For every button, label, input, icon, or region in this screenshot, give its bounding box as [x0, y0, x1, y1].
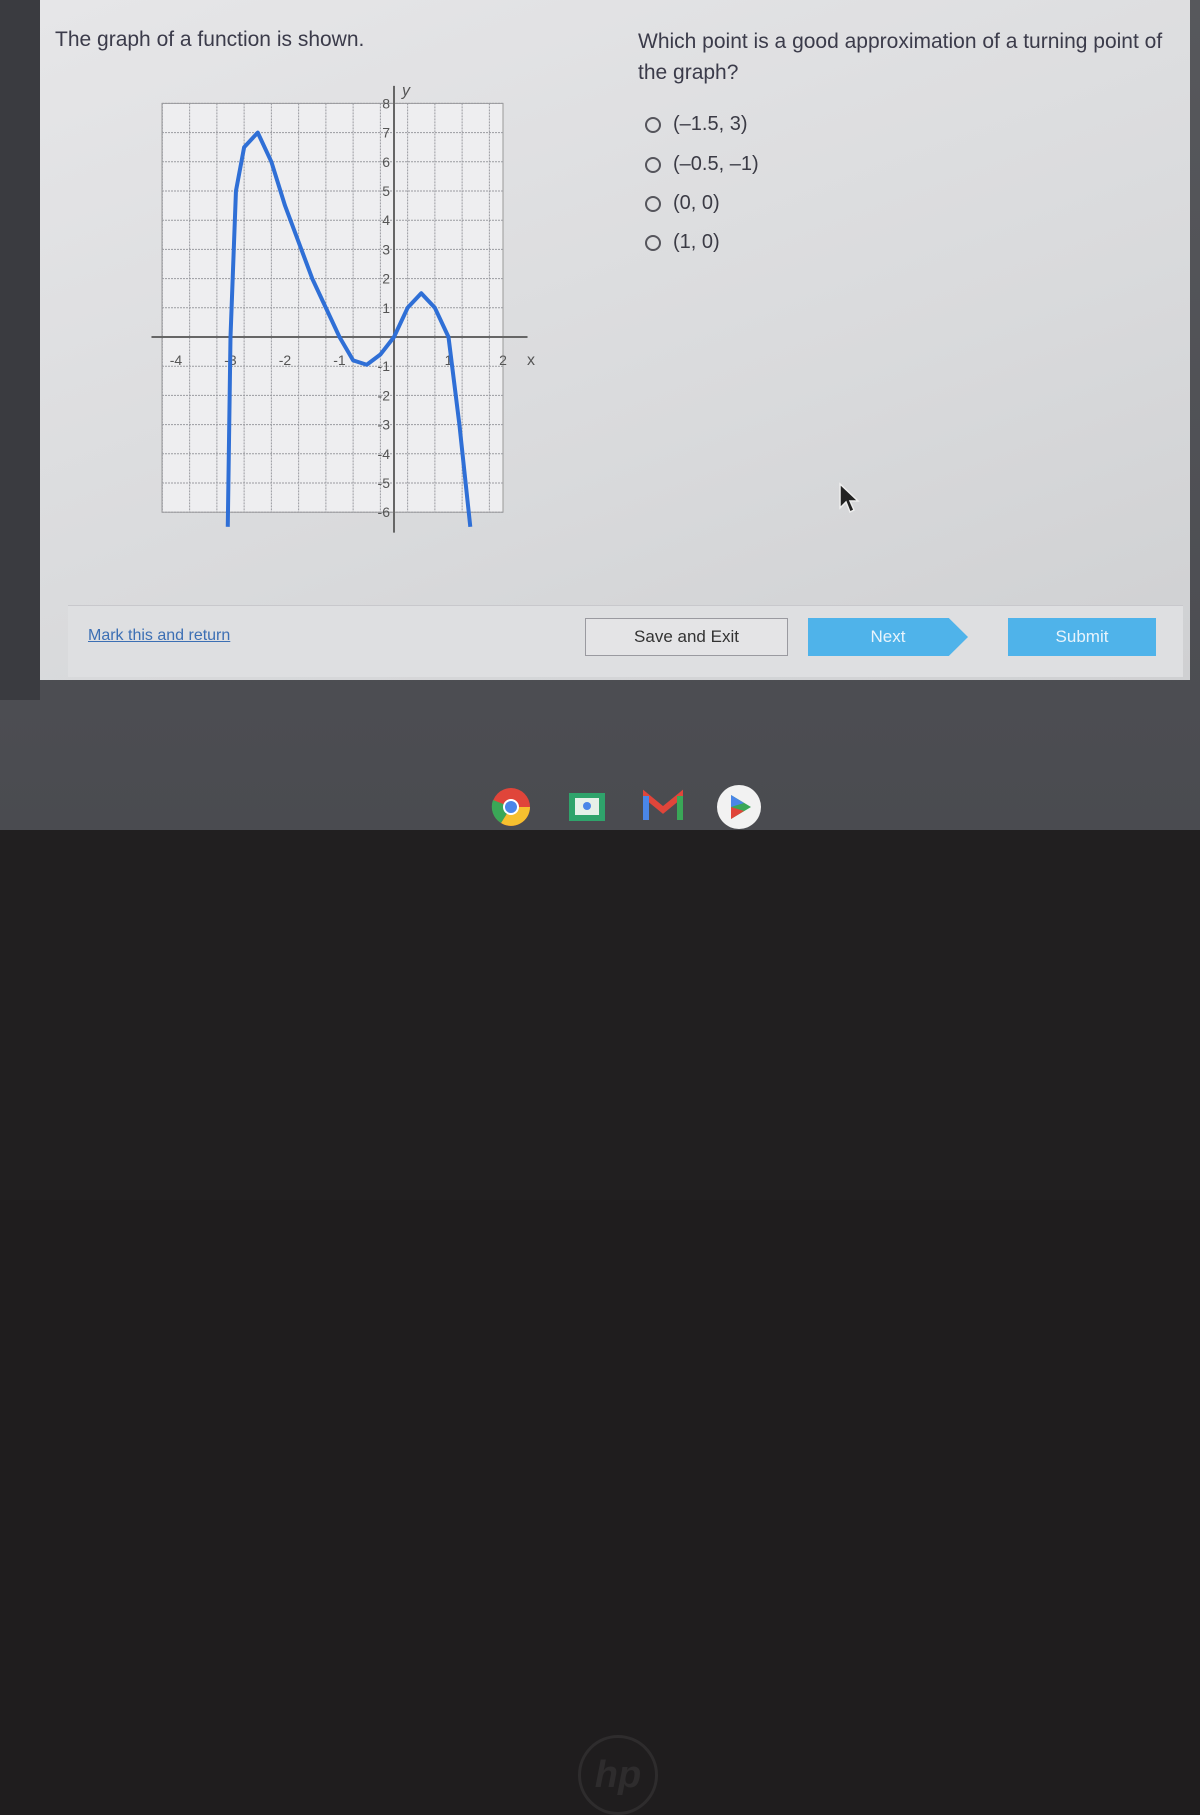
option-label: (1, 0) — [673, 231, 720, 253]
y-tick-label: 4 — [382, 212, 390, 228]
y-axis-label: y — [401, 82, 411, 99]
save-and-exit-button[interactable]: Save and Exit — [585, 618, 788, 656]
x-tick-label: -1 — [333, 352, 346, 368]
hp-logo: hp — [578, 1735, 658, 1815]
radio-button[interactable] — [645, 195, 661, 212]
chrome-icon[interactable] — [487, 785, 535, 829]
radio-button[interactable] — [645, 116, 661, 133]
graph-prompt: The graph of a function is shown. — [55, 28, 365, 51]
option-3[interactable]: (0, 0) — [645, 192, 720, 215]
laptop-screen: The graph of a function is shown. Which … — [0, 0, 1200, 830]
y-tick-label: 8 — [382, 95, 390, 111]
option-4[interactable]: (1, 0) — [645, 231, 720, 254]
y-tick-label: 5 — [382, 183, 390, 199]
x-tick-label: -2 — [279, 352, 292, 368]
next-button[interactable]: Next — [808, 618, 968, 656]
radio-button[interactable] — [645, 234, 661, 251]
x-tick-label: 2 — [499, 352, 507, 368]
y-tick-label: -3 — [378, 417, 391, 433]
option-2[interactable]: (–0.5, –1) — [645, 153, 759, 176]
y-tick-label: -4 — [378, 446, 391, 462]
app-shelf — [487, 785, 763, 829]
function-curve — [225, 130, 473, 528]
y-tick-label: -5 — [378, 475, 391, 491]
y-tick-label: 2 — [382, 271, 390, 287]
question-text: Which point is a good approximation of a… — [638, 30, 1163, 84]
y-tick-label: 7 — [382, 125, 390, 141]
x-tick-label: -4 — [170, 352, 183, 368]
y-tick-label: 3 — [382, 241, 390, 257]
mark-and-return-link[interactable]: Mark this and return — [88, 627, 231, 644]
mouse-cursor-icon — [839, 482, 860, 514]
option-label: (–1.5, 3) — [673, 113, 748, 135]
laptop-bezel: hp — [0, 830, 1200, 1815]
screen-edge — [0, 0, 40, 700]
y-tick-label: 1 — [382, 300, 390, 316]
classroom-icon[interactable] — [563, 785, 611, 829]
y-tick-label: -1 — [378, 358, 391, 374]
submit-button[interactable]: Submit — [1008, 618, 1156, 656]
x-axis-label: x — [527, 352, 535, 369]
y-tick-label: 6 — [382, 154, 390, 170]
radio-button[interactable] — [645, 156, 661, 173]
play-store-icon[interactable] — [715, 785, 763, 829]
x-tick-label: 1 — [445, 352, 453, 368]
option-label: (0, 0) — [673, 192, 720, 214]
option-1[interactable]: (–1.5, 3) — [645, 113, 747, 136]
y-tick-label: -2 — [378, 387, 391, 403]
option-label: (–0.5, –1) — [673, 153, 759, 175]
y-tick-label: -6 — [378, 504, 391, 520]
gmail-icon[interactable] — [639, 785, 687, 829]
